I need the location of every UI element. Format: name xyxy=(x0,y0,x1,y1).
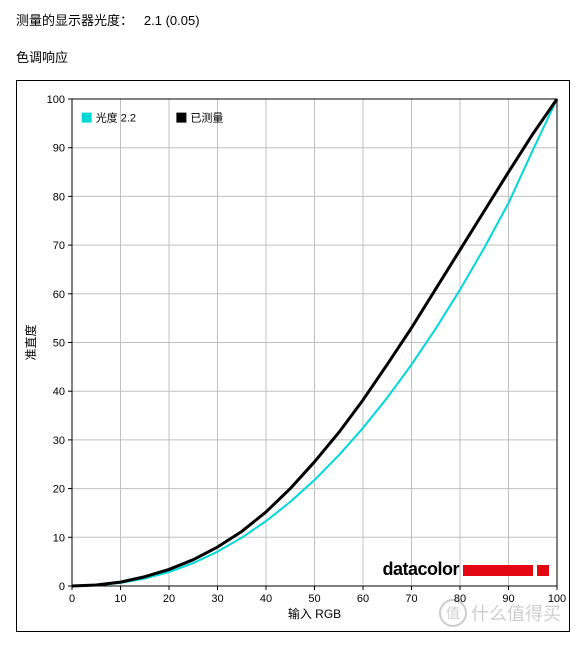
measured-gamma-line: 测量的显示器光度： 2.1 (0.05) xyxy=(16,10,568,29)
svg-text:100: 100 xyxy=(548,593,566,605)
svg-text:60: 60 xyxy=(357,593,369,605)
svg-text:90: 90 xyxy=(502,593,514,605)
svg-text:100: 100 xyxy=(47,94,65,106)
svg-text:50: 50 xyxy=(308,593,320,605)
svg-text:20: 20 xyxy=(163,593,175,605)
svg-text:datacolor: datacolor xyxy=(382,559,459,579)
svg-text:40: 40 xyxy=(53,386,65,398)
svg-text:10: 10 xyxy=(114,593,126,605)
svg-text:50: 50 xyxy=(53,338,65,350)
svg-text:准直度: 准直度 xyxy=(23,324,38,360)
svg-text:90: 90 xyxy=(53,143,65,155)
svg-text:60: 60 xyxy=(53,289,65,301)
svg-text:70: 70 xyxy=(405,593,417,605)
svg-text:已测量: 已测量 xyxy=(190,112,223,125)
svg-text:30: 30 xyxy=(53,435,65,447)
svg-text:0: 0 xyxy=(59,581,65,593)
svg-text:30: 30 xyxy=(211,593,223,605)
svg-text:80: 80 xyxy=(454,593,466,605)
svg-text:80: 80 xyxy=(53,191,65,203)
svg-text:20: 20 xyxy=(53,484,65,496)
svg-text:10: 10 xyxy=(53,532,65,544)
chart-svg: 0 10 20 30 40 50 60 70 80 90 100 0 10 20 30 40 50 60 70 80 9… xyxy=(17,81,569,631)
measured-gamma-value: 2.1 (0.05) xyxy=(144,13,200,28)
chart-title: 色调响应 xyxy=(16,47,568,66)
svg-text:0: 0 xyxy=(69,593,75,605)
measured-gamma-label: 测量的显示器光度： xyxy=(16,13,133,28)
svg-text:40: 40 xyxy=(260,593,272,605)
svg-text:输入 RGB: 输入 RGB xyxy=(288,606,341,621)
svg-text:光度 2.2: 光度 2.2 xyxy=(96,111,136,125)
tone-response-chart: 0 10 20 30 40 50 60 70 80 90 100 0 10 20 30 40 50 60 70 80 9… xyxy=(16,80,570,632)
svg-text:70: 70 xyxy=(53,240,65,252)
